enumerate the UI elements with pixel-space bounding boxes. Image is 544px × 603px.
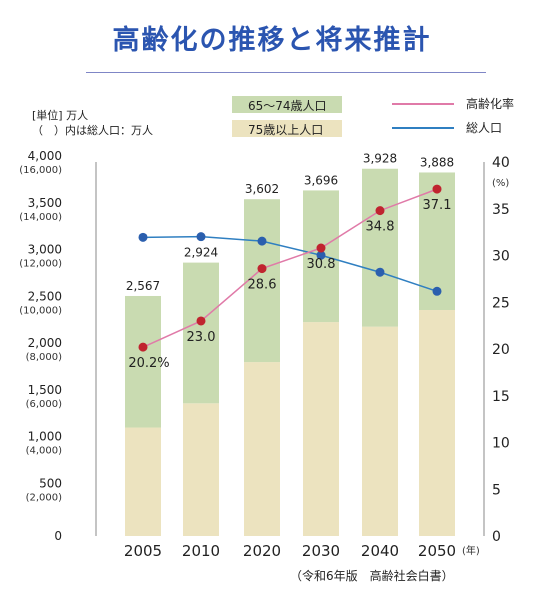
aging-rate-point-2020 <box>257 264 267 274</box>
legend-label-65-74: 65〜74歳人口 <box>248 99 327 113</box>
x-tick-label: 2040 <box>361 542 399 560</box>
bar-total-label: 3,602 <box>245 182 279 196</box>
y-right-tick-label: 15 <box>492 389 510 405</box>
total-population-point-2040 <box>375 267 385 277</box>
x-tick-label: 2050 <box>418 542 456 560</box>
x-tick-label: 2020 <box>243 542 281 560</box>
aging-rate-label: 20.2% <box>128 356 169 371</box>
y-left-tick-label: 4,000 <box>28 149 62 163</box>
y-left-tick-label: 3,500 <box>28 196 62 210</box>
bar-total-label: 3,928 <box>363 152 397 166</box>
bar-total-label: 2,567 <box>126 279 160 293</box>
aging-rate-label: 23.0 <box>187 330 216 345</box>
total-population-point-2005 <box>138 232 148 242</box>
y-left-sub-label: (10,000) <box>19 305 62 316</box>
total-population-point-2020 <box>257 236 267 246</box>
legend-line-aging <box>392 103 454 105</box>
bar-65-74-2020 <box>244 199 280 363</box>
y-left-tick-label: 500 <box>39 476 62 490</box>
y-left-sub-label: (4,000) <box>26 446 63 457</box>
source-note: （令和6年版 高齢社会白書） <box>290 569 454 583</box>
bar-65-74-2010 <box>183 262 219 404</box>
y-left-sub-label: (2,000) <box>26 492 63 503</box>
aging-rate-point-2050 <box>432 184 442 194</box>
unit-label: [単位] 万人 <box>32 109 89 122</box>
bar-75-2050 <box>419 310 455 536</box>
legend-swatch-75 <box>232 120 342 137</box>
y-left-tick-label: 0 <box>54 529 62 543</box>
y-left-sub-label: (14,000) <box>19 212 62 223</box>
y-right-tick-label: 25 <box>492 295 510 311</box>
y-left-sub-label: (8,000) <box>26 352 63 363</box>
title-underline <box>86 72 486 73</box>
legend-line-total <box>392 127 454 129</box>
y-left-sub-label: (6,000) <box>26 399 63 410</box>
bar-75-2010 <box>183 403 219 536</box>
y-right-tick-label: 10 <box>492 436 510 452</box>
legend-label-aging: 高齢化率 <box>466 97 515 111</box>
legend-label-total: 総人口 <box>466 121 503 135</box>
bar-total-label: 3,696 <box>304 173 338 187</box>
unit-note: [単位] 万人 （ ）内は総人口：万人 <box>32 108 153 138</box>
x-tick-label: 2010 <box>182 542 220 560</box>
bar-75-2020 <box>244 362 280 536</box>
bar-65-74-2040 <box>362 168 398 327</box>
y-right-tick-label: 0 <box>492 529 501 545</box>
unit-total-note: （ ）内は総人口：万人 <box>32 124 153 137</box>
total-population-point-2010 <box>196 232 206 242</box>
y-right-unit: (%) <box>492 178 509 189</box>
total-population-point-2050 <box>432 286 442 296</box>
y-right-tick-label: 5 <box>492 482 501 498</box>
legend-label-75: 75歳以上人口 <box>248 123 324 137</box>
bar-65-74-2005 <box>125 295 161 428</box>
y-left-sub-label: (12,000) <box>19 259 62 270</box>
aging-rate-label: 37.1 <box>423 198 452 213</box>
bar-75-2030 <box>303 322 339 536</box>
bar-75-2040 <box>362 326 398 536</box>
page-title: 高齢化の推移と将来推計 <box>112 25 432 56</box>
aging-rate-label: 28.6 <box>248 278 277 293</box>
x-tick-label: 2005 <box>124 542 162 560</box>
bar-total-label: 2,924 <box>184 246 218 260</box>
y-left-tick-label: 2,500 <box>28 289 62 303</box>
aging-rate-label: 34.8 <box>366 220 395 235</box>
y-right-tick-label: 30 <box>492 249 510 265</box>
y-left-tick-label: 1,000 <box>28 430 62 444</box>
aging-rate-label: 30.8 <box>307 257 336 272</box>
y-right-tick-label: 35 <box>492 202 510 218</box>
total-population-point-2030 <box>316 250 326 260</box>
aging-rate-line <box>142 188 438 348</box>
aging-rate-point-2005 <box>138 342 148 352</box>
x-axis-unit: (年) <box>462 544 480 557</box>
y-right-tick-label: 40 <box>492 155 510 171</box>
aging-rate-point-2030 <box>316 243 326 253</box>
y-left-tick-label: 1,500 <box>28 383 62 397</box>
bar-total-label: 3,888 <box>420 155 454 169</box>
legend-swatch-65-74 <box>232 96 342 113</box>
aging-rate-point-2040 <box>375 206 385 216</box>
x-tick-label: 2030 <box>302 542 340 560</box>
total-population-line <box>142 235 438 292</box>
y-right-tick-label: 20 <box>492 342 510 358</box>
y-left-sub-label: (16,000) <box>19 165 62 176</box>
y-left-tick-label: 3,000 <box>28 243 62 257</box>
aging-rate-point-2010 <box>196 316 206 326</box>
y-left-tick-label: 2,000 <box>28 336 62 350</box>
bar-75-2005 <box>125 427 161 536</box>
